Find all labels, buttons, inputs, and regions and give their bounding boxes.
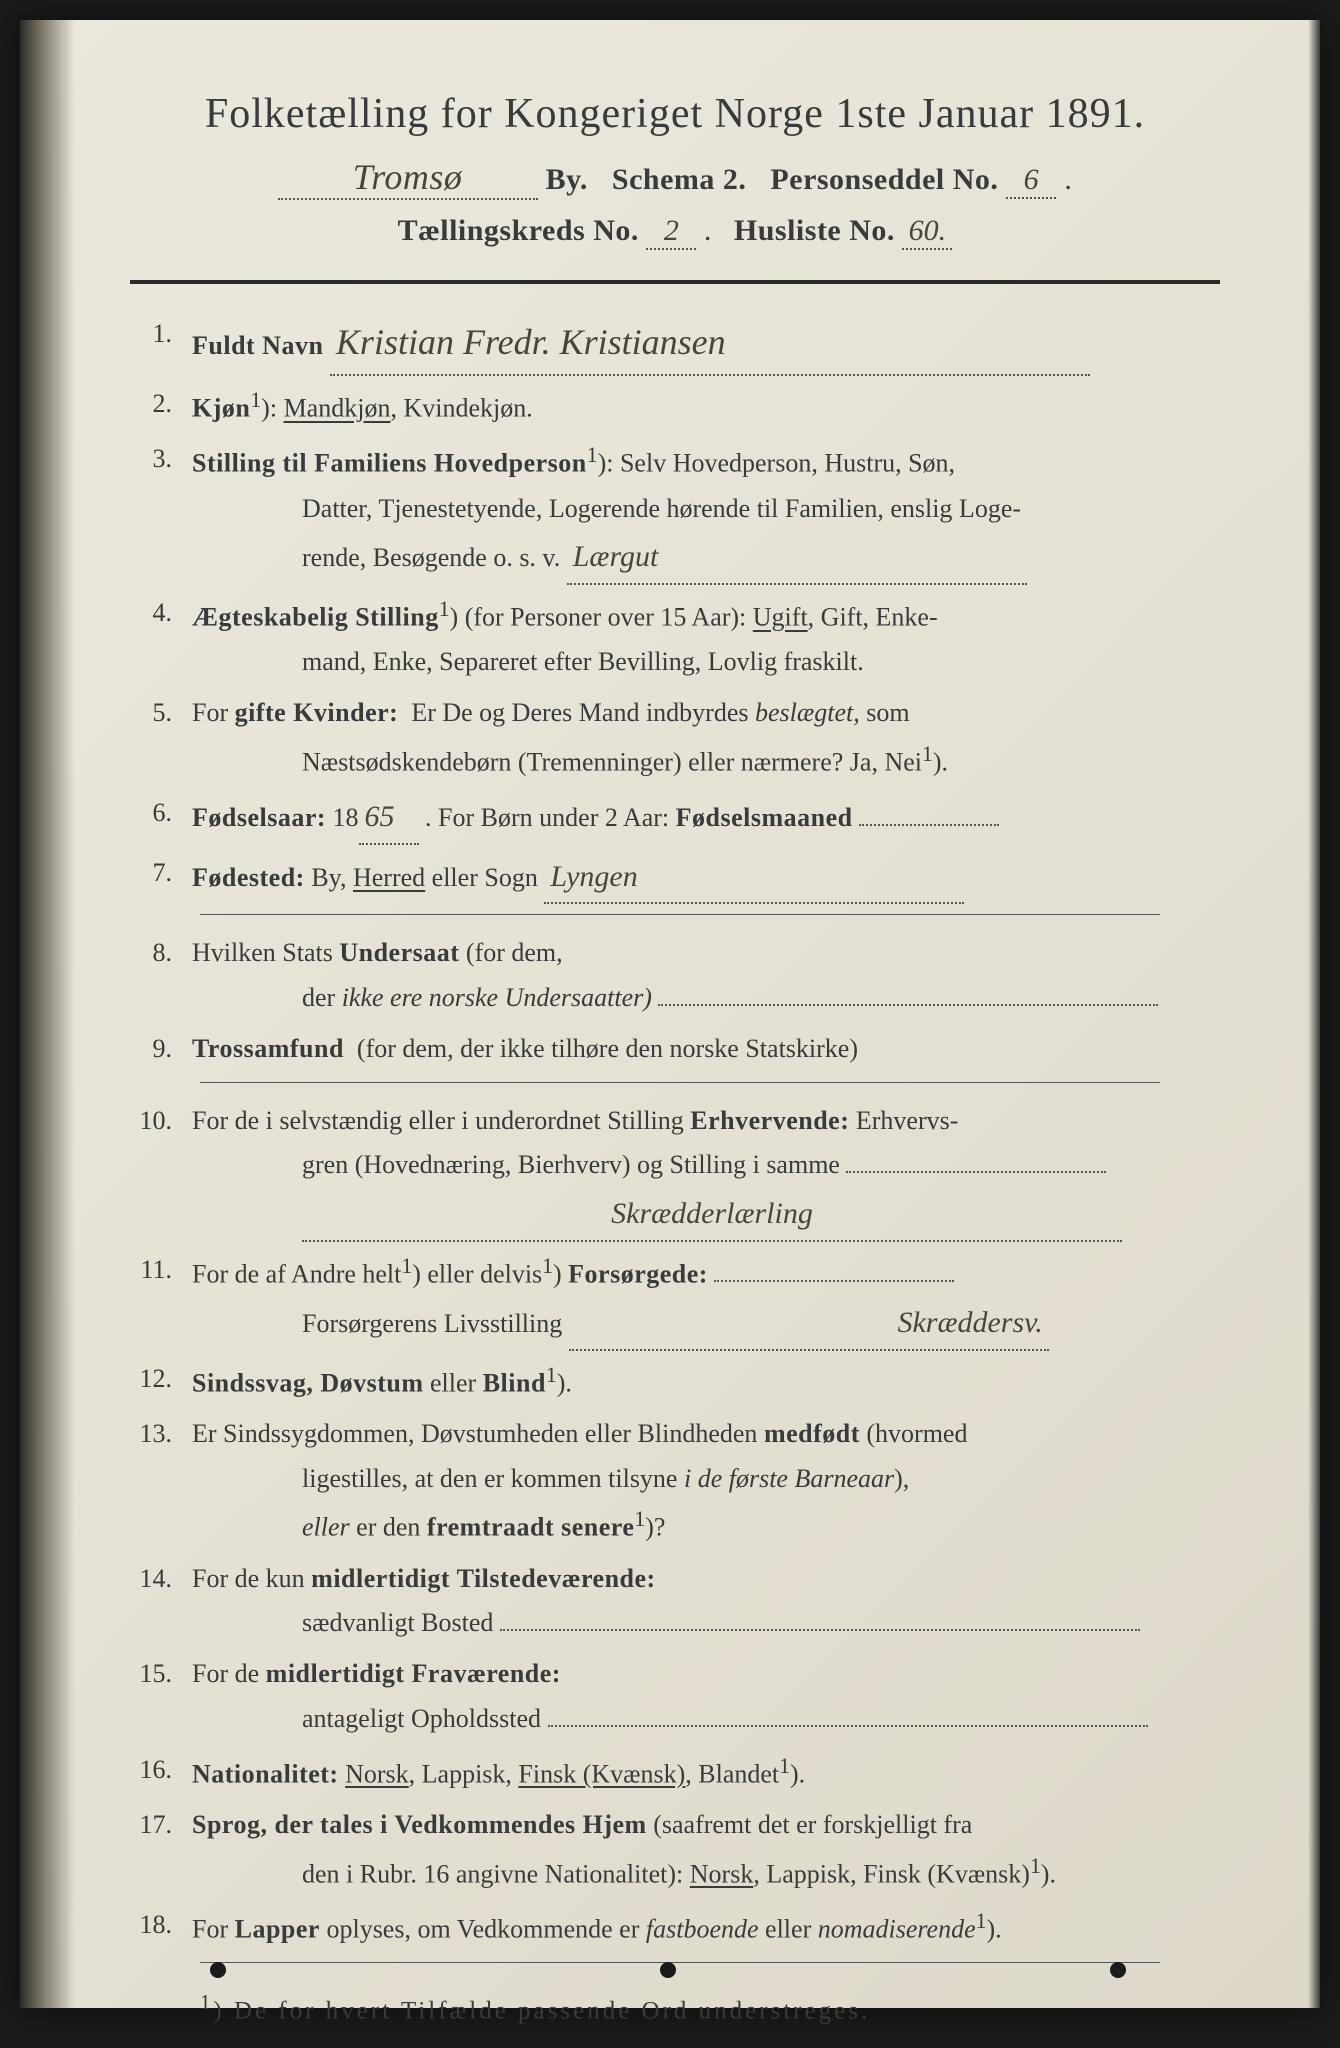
entry-13: 13. Er Sindssygdommen, Døvstumheden elle…: [130, 1412, 1220, 1551]
header-row-1: Tromsø By. Schema 2. Personseddel No. 6 …: [130, 156, 1220, 200]
relation-value: Lærgut: [567, 531, 1027, 585]
person-no: 6: [1006, 163, 1056, 199]
entry-11: 11. For de af Andre helt1) eller delvis1…: [130, 1248, 1220, 1351]
full-name-value: Kristian Fredr. Kristiansen: [330, 312, 1090, 376]
form-header: Folketælling for Kongeriget Norge 1ste J…: [130, 90, 1220, 250]
entry-18: 18. For Lapper oplyses, om Vedkommende e…: [130, 1903, 1220, 1952]
shadow-edge: [1308, 20, 1320, 2008]
header-rule: [130, 280, 1220, 284]
entry-17: 17. Sprog, der tales i Vedkommendes Hjem…: [130, 1803, 1220, 1897]
header-row-2: Tællingskreds No. 2 . Husliste No. 60.: [130, 214, 1220, 250]
entry-10: 10. For de i selvstændig eller i underor…: [130, 1099, 1220, 1242]
language-underlined: Norsk: [690, 1859, 754, 1888]
entry-9: 9. Trossamfund (for dem, der ikke tilhør…: [130, 1027, 1220, 1072]
entry-2: 2. Kjøn1): Mandkjøn, Kvindekjøn.: [130, 382, 1220, 431]
entry-12: 12. Sindssvag, Døvstum eller Blind1).: [130, 1357, 1220, 1406]
divider-2: [200, 1082, 1160, 1083]
entry-7: 7. Fødested: By, Herred eller Sogn Lynge…: [130, 851, 1220, 905]
husliste-no: 60.: [902, 214, 952, 250]
entry-8: 8. Hvilken Stats Undersaat (for dem, der…: [130, 931, 1220, 1020]
kreds-no: 2: [646, 214, 696, 250]
hole-icon: [1110, 1962, 1126, 1978]
main-title: Folketælling for Kongeriget Norge 1ste J…: [130, 90, 1220, 138]
entry-4: 4. Ægteskabelig Stilling1) (for Personer…: [130, 591, 1220, 685]
entry-16: 16. Nationalitet: Norsk, Lappisk, Finsk …: [130, 1748, 1220, 1797]
entry-14: 14. For de kun midlertidigt Tilstedevære…: [130, 1557, 1220, 1646]
birthplace-value: Lyngen: [544, 851, 964, 905]
city-handwritten: Tromsø: [278, 156, 538, 200]
entry-1: 1. Fuldt Navn Kristian Fredr. Kristianse…: [130, 312, 1220, 376]
marital-underlined: Ugift: [753, 603, 808, 632]
birthplace-type-underlined: Herred: [353, 863, 425, 892]
entry-3: 3. Stilling til Familiens Hovedperson1):…: [130, 437, 1220, 585]
sex-underlined: Mandkjøn: [284, 394, 391, 423]
nationality-underlined-2: Finsk (Kvænsk): [518, 1759, 685, 1788]
hole-icon: [660, 1962, 676, 1978]
hole-icon: [210, 1962, 226, 1978]
provider-value: Skræddersv.: [569, 1297, 1049, 1351]
birthyear-value: 65: [359, 791, 419, 845]
form-entries: 1. Fuldt Navn Kristian Fredr. Kristianse…: [130, 312, 1220, 2033]
divider-1: [200, 914, 1160, 915]
entry-6: 6. Fødselsaar: 1865 . For Børn under 2 A…: [130, 791, 1220, 845]
entry-15: 15. For de midlertidigt Fraværende: anta…: [130, 1652, 1220, 1741]
nationality-underlined-1: Norsk: [345, 1759, 409, 1788]
entry-5: 5. For gifte Kvinder: Er De og Deres Man…: [130, 691, 1220, 785]
punch-holes: [20, 1958, 1320, 1978]
occupation-value: Skrædderlærling: [302, 1188, 1122, 1242]
census-form-page: Folketælling for Kongeriget Norge 1ste J…: [20, 20, 1320, 2008]
footnote: 1) De for hvert Tilfælde passende Ord un…: [130, 1985, 1220, 2032]
